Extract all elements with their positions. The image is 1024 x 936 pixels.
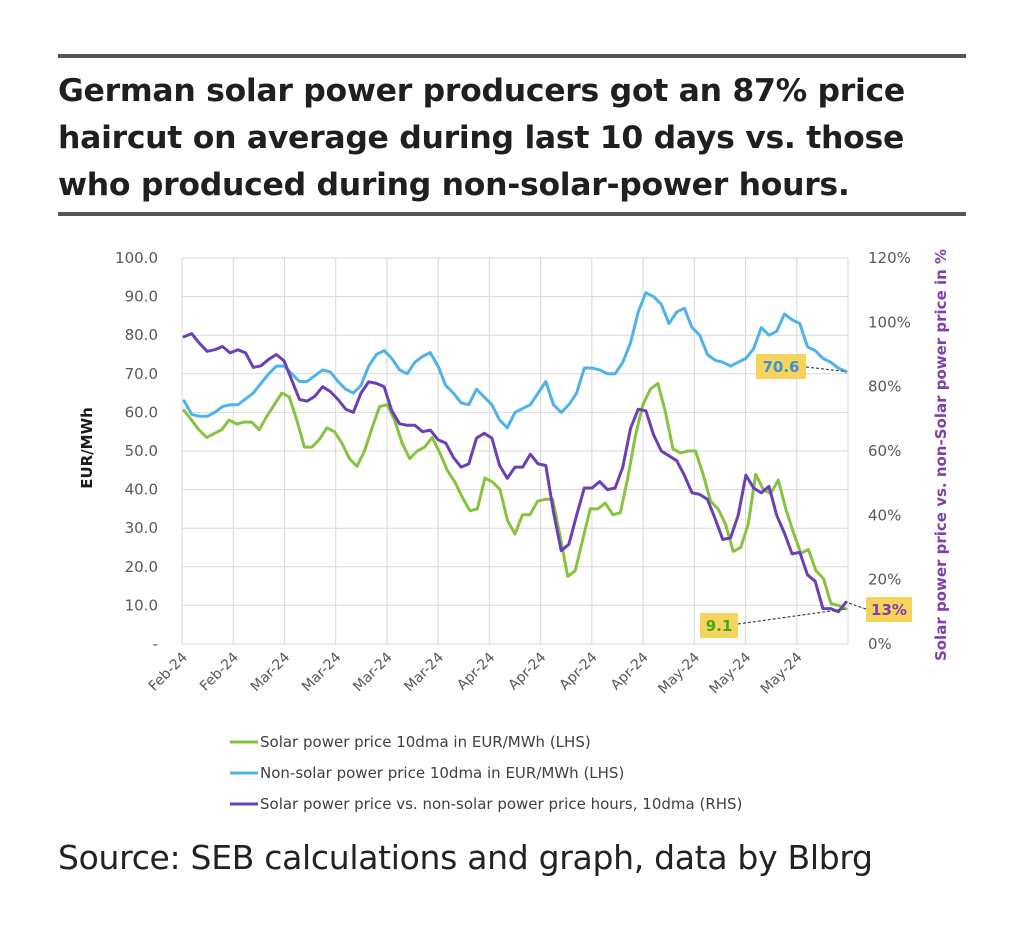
y-tick-label: 80.0 bbox=[125, 326, 158, 344]
y2-tick-label: 100% bbox=[868, 313, 911, 331]
y2-tick-label: 120% bbox=[868, 249, 911, 267]
legend-ratio-label: Solar power price vs. non-solar power pr… bbox=[260, 795, 742, 813]
x-tick-label: Mar-24 bbox=[350, 649, 396, 695]
legend-solar-label: Solar power price 10dma in EUR/MWh (LHS) bbox=[260, 733, 591, 751]
ratio-line bbox=[182, 332, 848, 614]
plot-lines bbox=[182, 291, 848, 614]
chart: - 10.0 20.0 30.0 40.0 50.0 60.0 70.0 80.0 90.0 100… bbox=[78, 249, 950, 813]
y2-tick-label: 80% bbox=[868, 378, 901, 396]
y2-tick-label: 20% bbox=[868, 571, 901, 589]
y-axis-title: EUR/MWh bbox=[78, 407, 96, 489]
source-note: Source: SEB calculations and graph, data… bbox=[58, 838, 873, 877]
gridlines bbox=[181, 257, 849, 645]
headline-bottom-rule bbox=[58, 212, 966, 216]
x-tick-label: Apr-24 bbox=[557, 649, 601, 693]
y-tick-label: 70.0 bbox=[125, 365, 158, 383]
x-tick-label: Feb-24 bbox=[197, 649, 242, 694]
x-tick-label: Mar-24 bbox=[401, 649, 447, 695]
solar-price-line bbox=[182, 381, 848, 611]
x-tick-label: May-24 bbox=[707, 649, 755, 697]
x-tick-label: May-24 bbox=[758, 649, 806, 697]
x-tick-label: Mar-24 bbox=[248, 649, 294, 695]
y-tick-label: 30.0 bbox=[125, 519, 158, 537]
y-tick-label: 100.0 bbox=[115, 249, 158, 267]
y-tick-label: 40.0 bbox=[125, 481, 158, 499]
legend-non-solar-label: Non-solar power price 10dma in EUR/MWh (… bbox=[260, 764, 624, 782]
callouts: 70.6 9.1 13% bbox=[700, 354, 912, 638]
x-tick-label: Apr-24 bbox=[454, 649, 498, 693]
y-tick-label: 60.0 bbox=[125, 403, 158, 421]
x-tick-label: Feb-24 bbox=[146, 649, 191, 694]
callout-non-solar-label: 70.6 bbox=[762, 358, 799, 376]
y-tick-label: 50.0 bbox=[125, 442, 158, 460]
left-axis-ticks: - 10.0 20.0 30.0 40.0 50.0 60.0 70.0 80.0 90.0 100… bbox=[115, 249, 158, 653]
callout-ratio-box bbox=[866, 597, 912, 622]
headline-top-rule bbox=[58, 54, 966, 58]
headline: German solar power producers got an 87% … bbox=[58, 73, 905, 203]
y2-tick-label: 0% bbox=[868, 635, 892, 653]
callout-solar-leader bbox=[737, 608, 847, 625]
callout-ratio-label: 13% bbox=[871, 601, 907, 619]
callout-solar-box bbox=[700, 613, 738, 638]
y2-tick-label: 40% bbox=[868, 506, 901, 524]
x-axis-ticks: Feb-24 Feb-24 Mar-24 Mar-24 Mar-24 Mar-24 Apr-… bbox=[146, 649, 806, 697]
non-solar-price-line bbox=[182, 291, 848, 430]
y2-tick-label: 60% bbox=[868, 442, 901, 460]
x-tick-label: May-24 bbox=[655, 649, 703, 697]
callout-non-solar-leader bbox=[805, 366, 847, 373]
y-tick-label: 10.0 bbox=[125, 596, 158, 614]
y-tick-label: 20.0 bbox=[125, 558, 158, 576]
x-tick-label: Apr-24 bbox=[608, 649, 652, 693]
y2-axis-title: Solar power price vs. non-Solar power pr… bbox=[932, 249, 950, 661]
right-axis-ticks: 0% 20% 40% 60% 80% 100% 120% bbox=[868, 249, 911, 653]
callout-solar-label: 9.1 bbox=[706, 617, 733, 635]
y-tick-label: 90.0 bbox=[125, 288, 158, 306]
x-tick-label: Apr-24 bbox=[505, 649, 549, 693]
y-tick-label: - bbox=[153, 635, 158, 653]
callout-non-solar-box bbox=[756, 354, 806, 379]
legend: Solar power price 10dma in EUR/MWh (LHS)… bbox=[230, 733, 742, 813]
callout-ratio-leader bbox=[845, 601, 867, 610]
x-tick-label: Mar-24 bbox=[299, 649, 345, 695]
